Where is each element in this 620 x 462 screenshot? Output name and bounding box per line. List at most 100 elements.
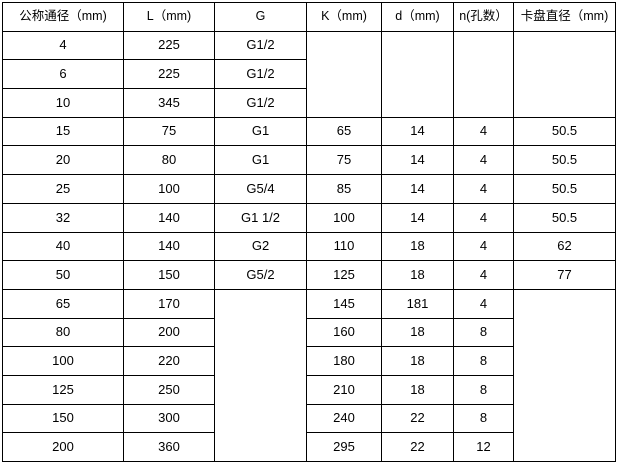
cell-nominal-diameter: 6 <box>2 59 124 90</box>
cell-d: 22 <box>381 403 454 434</box>
cell-n: 4 <box>453 174 514 204</box>
cell-nominal-diameter: 40 <box>2 231 124 262</box>
cell-l: 225 <box>123 59 215 90</box>
cell-nominal-diameter: 20 <box>2 145 124 176</box>
cell-k: 145 <box>306 288 382 319</box>
cell-l: 75 <box>123 116 215 147</box>
cell-k: 75 <box>306 145 382 176</box>
column-header-nominal-diameter: 公称通径（mm) <box>2 2 124 32</box>
cell-k: 180 <box>306 346 382 376</box>
cell-chuck-diameter: 50.5 <box>513 174 616 204</box>
cell-nominal-diameter: 125 <box>2 374 124 405</box>
cell-n: 4 <box>453 288 514 319</box>
cell-l: 300 <box>123 403 215 434</box>
cell-k: 125 <box>306 260 382 290</box>
cell-n: 12 <box>453 432 514 462</box>
cell-nominal-diameter: 32 <box>2 202 124 233</box>
cell-g: G1/2 <box>214 59 307 90</box>
cell-l: 345 <box>123 88 215 118</box>
cell-n: 8 <box>453 374 514 405</box>
cell-d: 14 <box>381 145 454 176</box>
cell-l: 225 <box>123 30 215 61</box>
cell-k: 295 <box>306 432 382 462</box>
cell-chuck-diameter: 50.5 <box>513 145 616 176</box>
cell-nominal-diameter: 50 <box>2 260 124 290</box>
cell-l: 100 <box>123 174 215 204</box>
cell-chuck-diameter: 50.5 <box>513 116 616 147</box>
cell-d: 18 <box>381 346 454 376</box>
cell-l: 250 <box>123 374 215 405</box>
cell-d: 181 <box>381 288 454 319</box>
cell-nominal-diameter: 65 <box>2 288 124 319</box>
cell-l: 140 <box>123 202 215 233</box>
table-row: 20 80 G1 75 14 4 50.5 <box>2 145 616 176</box>
cell-n: 8 <box>453 346 514 376</box>
cell-n: 4 <box>453 202 514 233</box>
table-body: 4 225 G1/2 6 225 G1/2 10 345 G1/2 <box>2 30 616 462</box>
cell-k: 85 <box>306 174 382 204</box>
cell-chuck-blank-merged-bottom <box>513 288 616 462</box>
cell-chuck-blank-merged-top <box>513 30 616 118</box>
cell-l: 220 <box>123 346 215 376</box>
cell-g: G1 1/2 <box>214 202 307 233</box>
header-row: 公称通径（mm) L（mm) G K（mm) d（mm) n(孔数） 卡盘直径（… <box>2 2 616 32</box>
cell-l: 140 <box>123 231 215 262</box>
cell-d: 18 <box>381 317 454 348</box>
cell-nominal-diameter: 80 <box>2 317 124 348</box>
cell-k: 100 <box>306 202 382 233</box>
cell-d: 14 <box>381 202 454 233</box>
cell-n: 4 <box>453 116 514 147</box>
cell-g: G1/2 <box>214 88 307 118</box>
table-row: 40 140 G2 110 18 4 62 <box>2 231 616 262</box>
cell-nominal-diameter: 15 <box>2 116 124 147</box>
column-header-d: d（mm) <box>381 2 454 32</box>
column-header-l: L（mm) <box>123 2 215 32</box>
cell-nominal-diameter: 4 <box>2 30 124 61</box>
cell-k-blank-merged <box>306 30 382 118</box>
cell-k: 210 <box>306 374 382 405</box>
cell-g: G1 <box>214 145 307 176</box>
cell-n: 4 <box>453 145 514 176</box>
cell-g: G5/4 <box>214 174 307 204</box>
column-header-chuck-diameter: 卡盘直径（mm) <box>513 2 616 32</box>
cell-nominal-diameter: 25 <box>2 174 124 204</box>
cell-k: 160 <box>306 317 382 348</box>
table-row: 65 170 145 181 4 <box>2 288 616 462</box>
cell-k: 110 <box>306 231 382 262</box>
cell-g: G1/2 <box>214 30 307 61</box>
cell-l: 150 <box>123 260 215 290</box>
cell-d: 18 <box>381 374 454 405</box>
cell-nominal-diameter: 150 <box>2 403 124 434</box>
table-row: 125 250 210 18 8 <box>2 374 616 405</box>
table-row: 15 75 G1 65 14 4 50.5 <box>2 116 616 147</box>
cell-n: 8 <box>453 403 514 434</box>
table-row: 6 225 G1/2 <box>2 59 616 90</box>
cell-k: 240 <box>306 403 382 434</box>
cell-g: G1 <box>214 116 307 147</box>
table-header: 公称通径（mm) L（mm) G K（mm) d（mm) n(孔数） 卡盘直径（… <box>2 2 616 32</box>
cell-d: 18 <box>381 231 454 262</box>
cell-nominal-diameter: 10 <box>2 88 124 118</box>
table-row: 50 150 G5/2 125 18 4 77 <box>2 260 616 290</box>
cell-d: 22 <box>381 432 454 462</box>
cell-g-blank-merged <box>214 288 307 462</box>
cell-l: 360 <box>123 432 215 462</box>
cell-n: 4 <box>453 260 514 290</box>
cell-g: G2 <box>214 231 307 262</box>
cell-n: 4 <box>453 231 514 262</box>
table-row: 4 225 G1/2 <box>2 30 616 118</box>
cell-l: 170 <box>123 288 215 319</box>
cell-chuck-diameter: 62 <box>513 231 616 262</box>
column-header-k: K（mm) <box>306 2 382 32</box>
column-header-n: n(孔数） <box>453 2 514 32</box>
cell-n: 8 <box>453 317 514 348</box>
cell-l: 200 <box>123 317 215 348</box>
table-row: 32 140 G1 1/2 100 14 4 50.5 <box>2 202 616 233</box>
cell-chuck-diameter: 50.5 <box>513 202 616 233</box>
cell-d: 18 <box>381 260 454 290</box>
cell-chuck-diameter: 77 <box>513 260 616 290</box>
cell-d-blank-merged <box>381 30 454 118</box>
cell-nominal-diameter: 100 <box>2 346 124 376</box>
